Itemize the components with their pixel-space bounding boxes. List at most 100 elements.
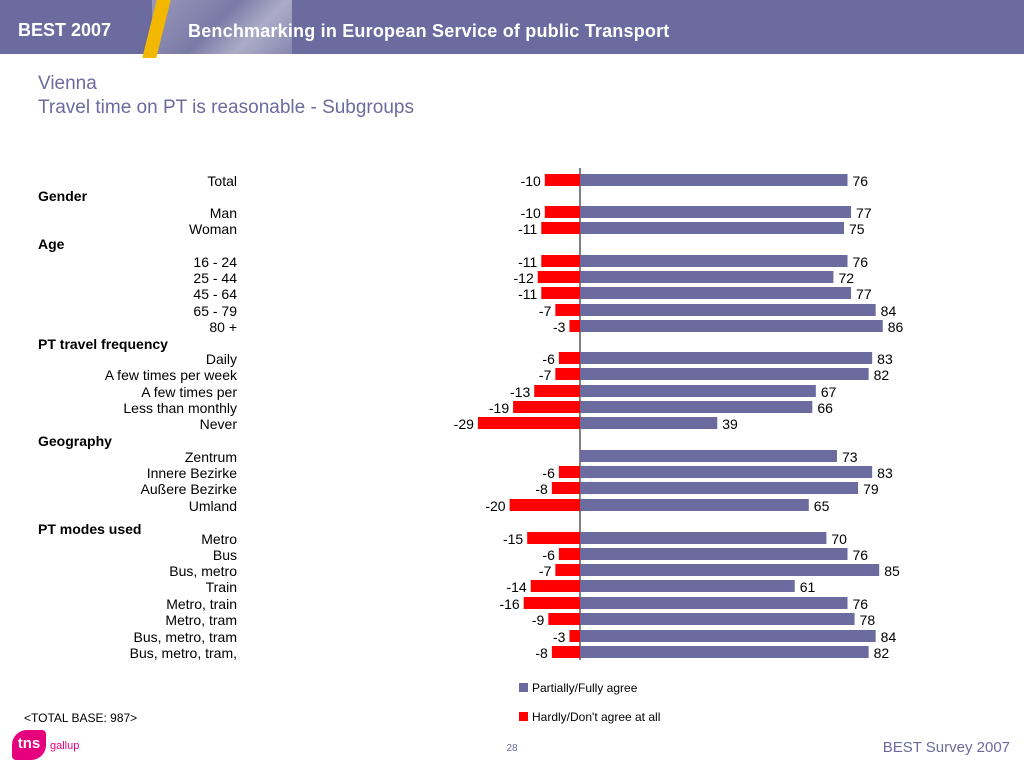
bar-positive (580, 499, 809, 511)
bar-positive (580, 450, 837, 462)
bar-positive (580, 466, 873, 478)
slide-subtitle: Travel time on PT is reasonable - Subgro… (38, 97, 414, 118)
value-label-negative: -11 (518, 286, 537, 302)
category-label: Bus (213, 547, 237, 563)
value-label-positive: 86 (888, 319, 904, 335)
bar-positive (580, 255, 848, 267)
category-label: Zentrum (185, 449, 237, 465)
value-label-negative: -7 (539, 367, 552, 383)
group-header: PT travel frequency (38, 336, 168, 352)
value-label-negative: -10 (521, 205, 541, 221)
value-label-positive: 76 (853, 254, 869, 270)
tns-logo-mark: tns (12, 730, 46, 760)
diverging-bar-chart: Gender Age PT travel frequency Geography PT … (38, 168, 904, 661)
bar-negative (541, 222, 580, 234)
value-label-negative: -15 (503, 531, 523, 547)
value-label-positive: 84 (881, 629, 897, 645)
bar-negative (544, 174, 580, 186)
value-label-positive: 85 (884, 563, 900, 579)
value-label-positive: 84 (881, 303, 897, 319)
category-label: 45 - 64 (193, 286, 237, 302)
bar-positive (580, 417, 718, 429)
value-label-positive: 78 (860, 612, 876, 628)
category-label: Total (207, 173, 237, 189)
category-label: 16 - 24 (193, 254, 237, 270)
value-label-positive: 76 (853, 173, 869, 189)
slide-title: Vienna (38, 73, 97, 94)
bar-negative (569, 630, 580, 642)
bar-negative (544, 206, 580, 218)
value-label-positive: 77 (856, 286, 872, 302)
value-label-negative: -20 (485, 498, 505, 514)
value-label-negative: -19 (489, 400, 509, 416)
bar-negative (555, 368, 580, 380)
value-label-negative: -8 (535, 645, 548, 661)
category-label: Bus, metro (169, 563, 237, 579)
value-label-positive: 70 (831, 531, 847, 547)
bar-positive (580, 352, 873, 364)
bar-positive (580, 385, 816, 397)
bar-negative (541, 287, 580, 299)
bar-positive (580, 271, 834, 283)
bar-positive (580, 564, 880, 576)
gallup-logo-text: gallup (50, 740, 80, 752)
value-label-positive: 82 (874, 645, 890, 661)
value-label-positive: 73 (842, 449, 858, 465)
value-label-positive: 83 (877, 465, 893, 481)
bar-negative (569, 320, 580, 332)
value-label-positive: 67 (821, 384, 837, 400)
bar-positive (580, 401, 813, 413)
value-label-positive: 72 (838, 270, 854, 286)
category-label: A few times per week (105, 367, 238, 383)
bar-positive (580, 580, 795, 592)
total-base-note: <TOTAL BASE: 987> (24, 711, 138, 725)
category-label: A few times per (141, 384, 237, 400)
value-label-negative: -14 (506, 579, 526, 595)
bar-negative (537, 271, 580, 283)
bar-negative (558, 548, 580, 560)
value-label-negative: -11 (518, 254, 537, 270)
category-label: Bus, metro, tram (134, 629, 237, 645)
bar-negative (541, 255, 580, 267)
header-bar: BEST 2007 Benchmarking in European Servi… (0, 0, 1024, 58)
value-label-negative: -13 (510, 384, 530, 400)
value-label-negative: -12 (514, 270, 534, 286)
bar-positive (580, 320, 883, 332)
value-label-negative: -29 (454, 416, 474, 432)
brand-label: BEST 2007 (18, 20, 112, 40)
value-label-positive: 75 (849, 221, 865, 237)
category-label: Metro (201, 531, 237, 547)
value-label-positive: 39 (722, 416, 738, 432)
category-label: Metro, train (166, 596, 237, 612)
category-label: Less than monthly (123, 400, 237, 416)
bar-negative (555, 564, 580, 576)
bar-negative (530, 580, 580, 592)
bar-positive (580, 630, 876, 642)
bar-positive (580, 222, 844, 234)
category-label: Train (206, 579, 237, 595)
category-label: Metro, tram (165, 612, 237, 628)
value-label-negative: -11 (518, 221, 537, 237)
legend-item-positive: Partially/Fully agree (519, 681, 637, 695)
bar-negative (523, 597, 580, 609)
value-label-negative: -10 (521, 173, 541, 189)
bar-negative (558, 352, 580, 364)
tns-gallup-logo: tns gallup (12, 726, 82, 762)
value-label-positive: 65 (814, 498, 830, 514)
value-label-positive: 76 (853, 547, 869, 563)
value-label-negative: -3 (553, 319, 566, 335)
bar-positive (580, 368, 869, 380)
bar-positive (580, 482, 859, 494)
bar-positive (580, 206, 852, 218)
bar-positive (580, 532, 827, 544)
bar-negative (509, 499, 580, 511)
group-header: Gender (38, 188, 88, 204)
value-label-negative: -6 (542, 351, 555, 367)
bar-positive (580, 548, 848, 560)
page-number: 28 (506, 743, 518, 754)
value-label-negative: -8 (535, 481, 548, 497)
category-label: 65 - 79 (193, 303, 237, 319)
bar-negative (558, 466, 580, 478)
value-label-positive: 76 (853, 596, 869, 612)
value-label-positive: 66 (817, 400, 833, 416)
